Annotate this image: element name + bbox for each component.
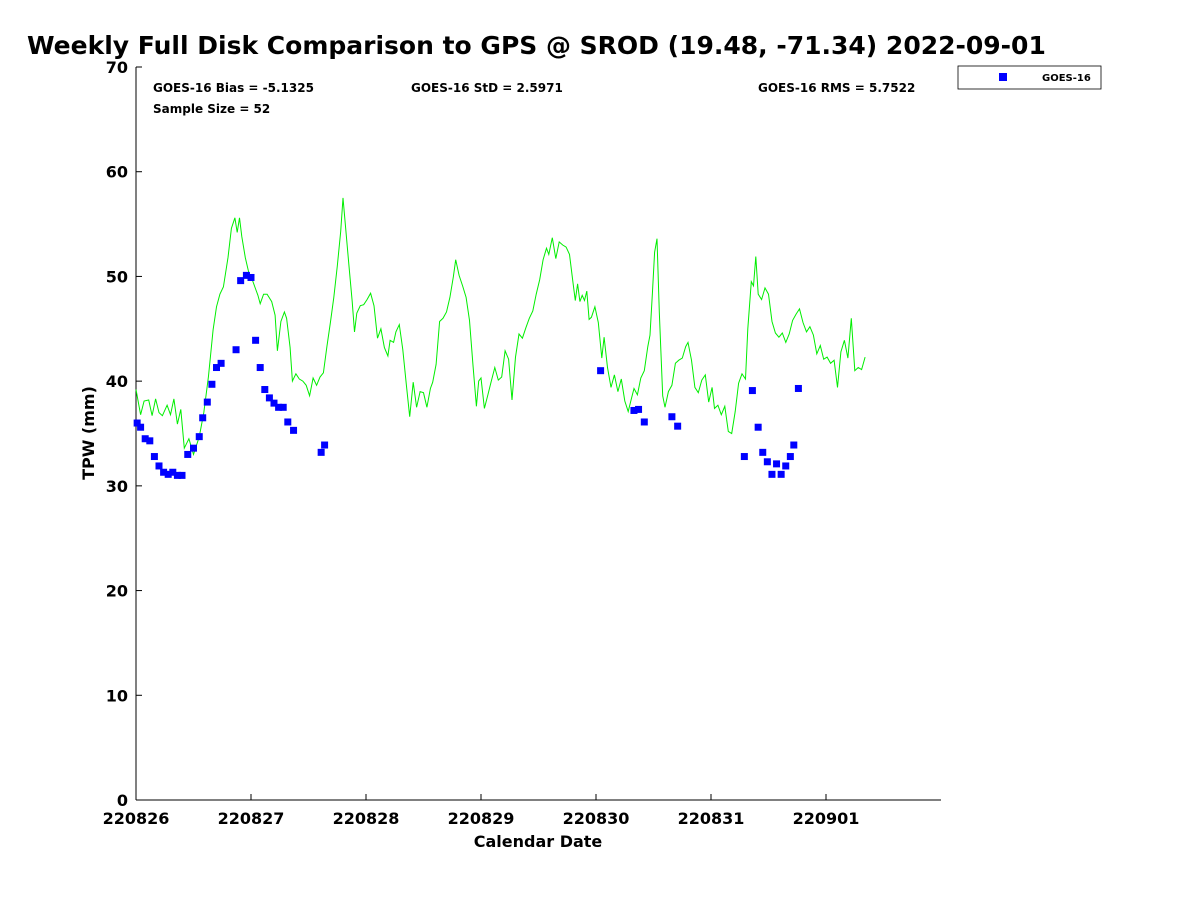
goes16-point: [203, 398, 211, 406]
goes16-point: [290, 426, 298, 434]
x-axis-label: Calendar Date: [474, 832, 603, 851]
goes16-point: [270, 399, 278, 407]
goes16-point: [668, 413, 676, 421]
goes16-point: [782, 462, 790, 470]
x-tick-label: 220901: [793, 809, 860, 828]
goes16-point: [190, 444, 197, 452]
y-axis-label: TPW (mm): [79, 386, 98, 480]
goes16-point: [133, 419, 141, 427]
y-tick-label: 0: [117, 791, 128, 810]
goes16-point: [164, 470, 172, 478]
series-layer: [133, 197, 866, 479]
rms-stat: GOES-16 RMS = 5.7522: [758, 81, 915, 95]
goes16-point: [256, 364, 264, 372]
goes16-point: [635, 405, 643, 413]
goes16-point: [242, 271, 250, 279]
y-tick-label: 40: [106, 372, 128, 391]
goes16-point: [275, 403, 283, 411]
x-tick-label: 220827: [218, 809, 285, 828]
goes16-point: [237, 277, 245, 285]
goes16-point: [284, 418, 292, 426]
goes16-point: [265, 394, 273, 402]
goes16-point: [790, 441, 798, 449]
goes16-point: [748, 387, 756, 395]
goes16-point: [169, 468, 177, 476]
goes16-point: [199, 414, 207, 422]
goes16-point: [261, 386, 269, 394]
goes16-point: [754, 423, 762, 431]
goes16-point: [184, 450, 192, 458]
goes16-point: [195, 433, 203, 441]
y-tick-label: 50: [106, 267, 128, 286]
y-tick-label: 70: [106, 58, 128, 77]
y-tick-group: 0 10 20 30 40 50 60 70: [106, 58, 142, 810]
goes16-point: [321, 441, 329, 449]
y-tick-label: 20: [106, 582, 128, 601]
goes16-point: [630, 406, 638, 414]
goes16-point: [137, 423, 145, 431]
chart-title: Weekly Full Disk Comparison to GPS @ SRO…: [27, 31, 1046, 60]
goes16-point: [763, 458, 771, 466]
goes16-point: [213, 364, 220, 372]
goes16-point: [141, 435, 149, 443]
y-tick-label: 10: [106, 686, 128, 705]
goes16-point: [759, 448, 767, 456]
goes16-point: [178, 471, 186, 479]
axes-layer: [135, 67, 941, 801]
goes16-point: [794, 384, 802, 392]
goes16-point: [740, 453, 748, 461]
goes16-point: [150, 453, 158, 461]
gps-line: [135, 197, 866, 457]
goes16-point: [768, 470, 776, 478]
goes16-point: [640, 418, 648, 426]
goes16-point: [146, 437, 154, 445]
goes16-point: [674, 422, 682, 430]
goes16-point: [597, 367, 605, 375]
x-tick-group: 220826 220827 220828 220829 220830 220831 2209…: [103, 794, 860, 828]
goes16-point: [232, 346, 240, 354]
goes16-point: [252, 336, 260, 344]
bias-stat: GOES-16 Bias = -5.1325: [153, 81, 314, 95]
legend: GOES-16: [957, 65, 1102, 90]
goes16-point: [317, 448, 325, 456]
goes16-point: [773, 460, 781, 468]
x-tick-label: 220828: [333, 809, 400, 828]
std-stat: GOES-16 StD = 2.5971: [411, 81, 563, 95]
legend-box: [957, 65, 1102, 90]
goes16-point: [777, 470, 785, 478]
goes16-point: [173, 471, 181, 479]
x-tick-label: 220826: [103, 809, 170, 828]
x-tick-label: 220829: [448, 809, 515, 828]
goes16-point: [155, 462, 163, 470]
goes16-point: [208, 380, 216, 388]
y-tick-label: 60: [106, 163, 128, 182]
goes16-point: [217, 359, 225, 367]
goes16-point: [279, 403, 287, 411]
plot-frame: [136, 67, 941, 800]
y-tick-label: 30: [106, 477, 128, 496]
legend-label: GOES-16: [1042, 73, 1091, 84]
x-tick-label: 220831: [678, 809, 745, 828]
sample-size-stat: Sample Size = 52: [153, 102, 270, 116]
x-tick-label: 220830: [563, 809, 630, 828]
goes16-point: [160, 468, 168, 476]
goes16-point: [247, 273, 255, 281]
legend-marker: [999, 73, 1007, 81]
goes16-point: [786, 453, 794, 461]
